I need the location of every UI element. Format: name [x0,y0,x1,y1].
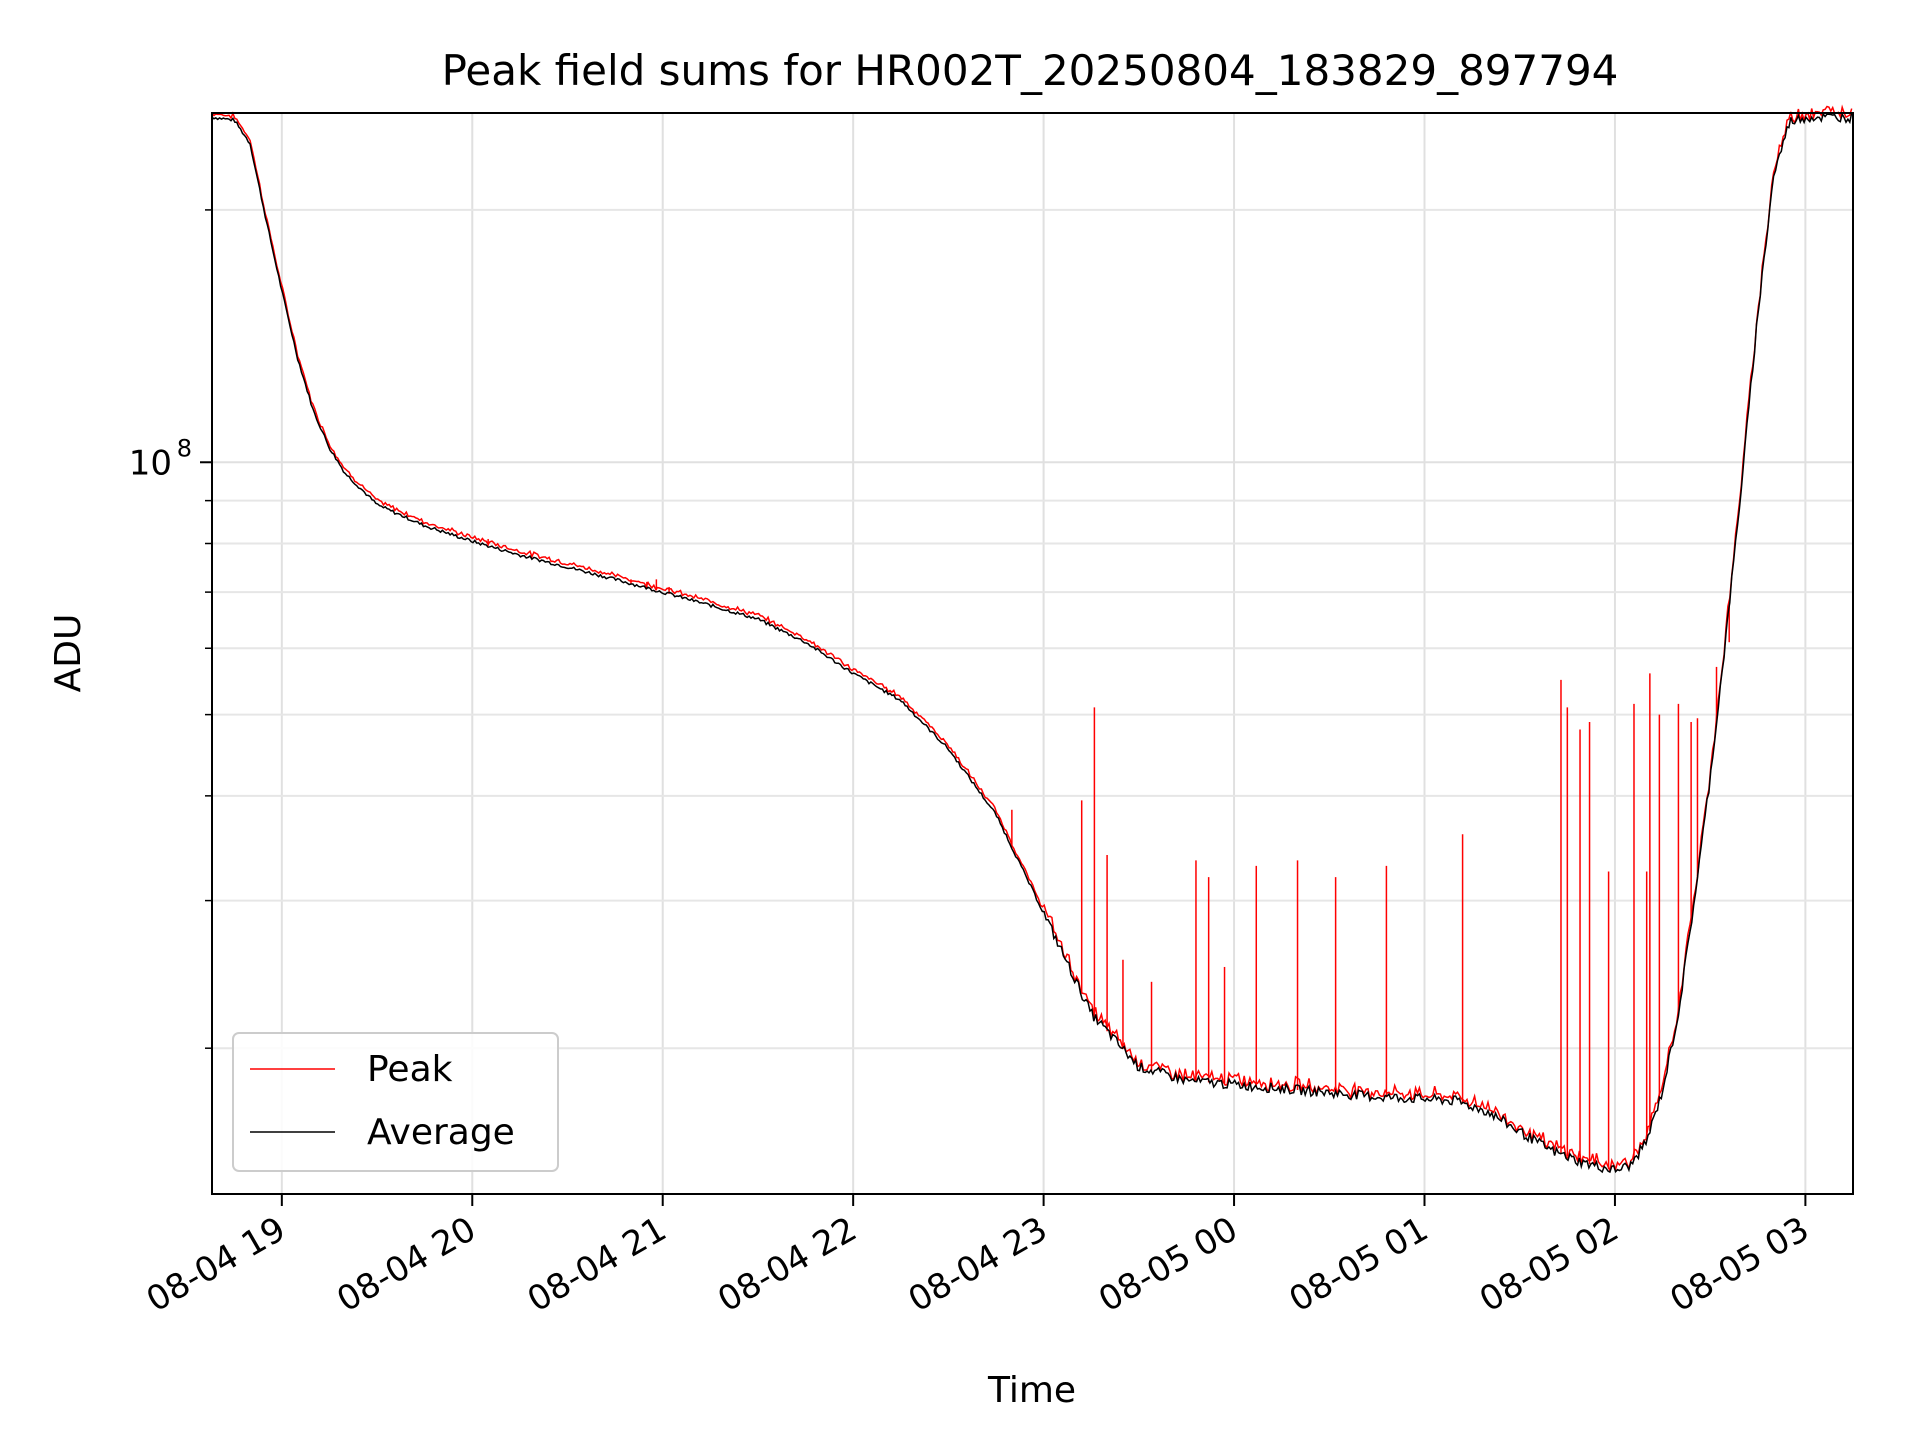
legend-average-label: Average [367,1112,515,1153]
average-series-line [211,112,1853,1174]
y-tick-label-exponent: 8 [177,434,192,462]
legend-peak-label: Peak [367,1049,453,1090]
plot-series [211,104,1853,1174]
y-tick-label: 10 [129,443,172,483]
legend: Peak Average [232,1032,559,1172]
y-axis: 10 8 [129,209,212,1049]
y-axis-label: ADU [48,614,89,693]
chart-title: Peak field sums for HR002T_20250804_1838… [442,46,1619,95]
x-axis-label: Time [987,1370,1076,1411]
peak-series-line [211,104,1853,1174]
legend-box [232,1032,559,1172]
plot-frame [211,112,1854,1195]
